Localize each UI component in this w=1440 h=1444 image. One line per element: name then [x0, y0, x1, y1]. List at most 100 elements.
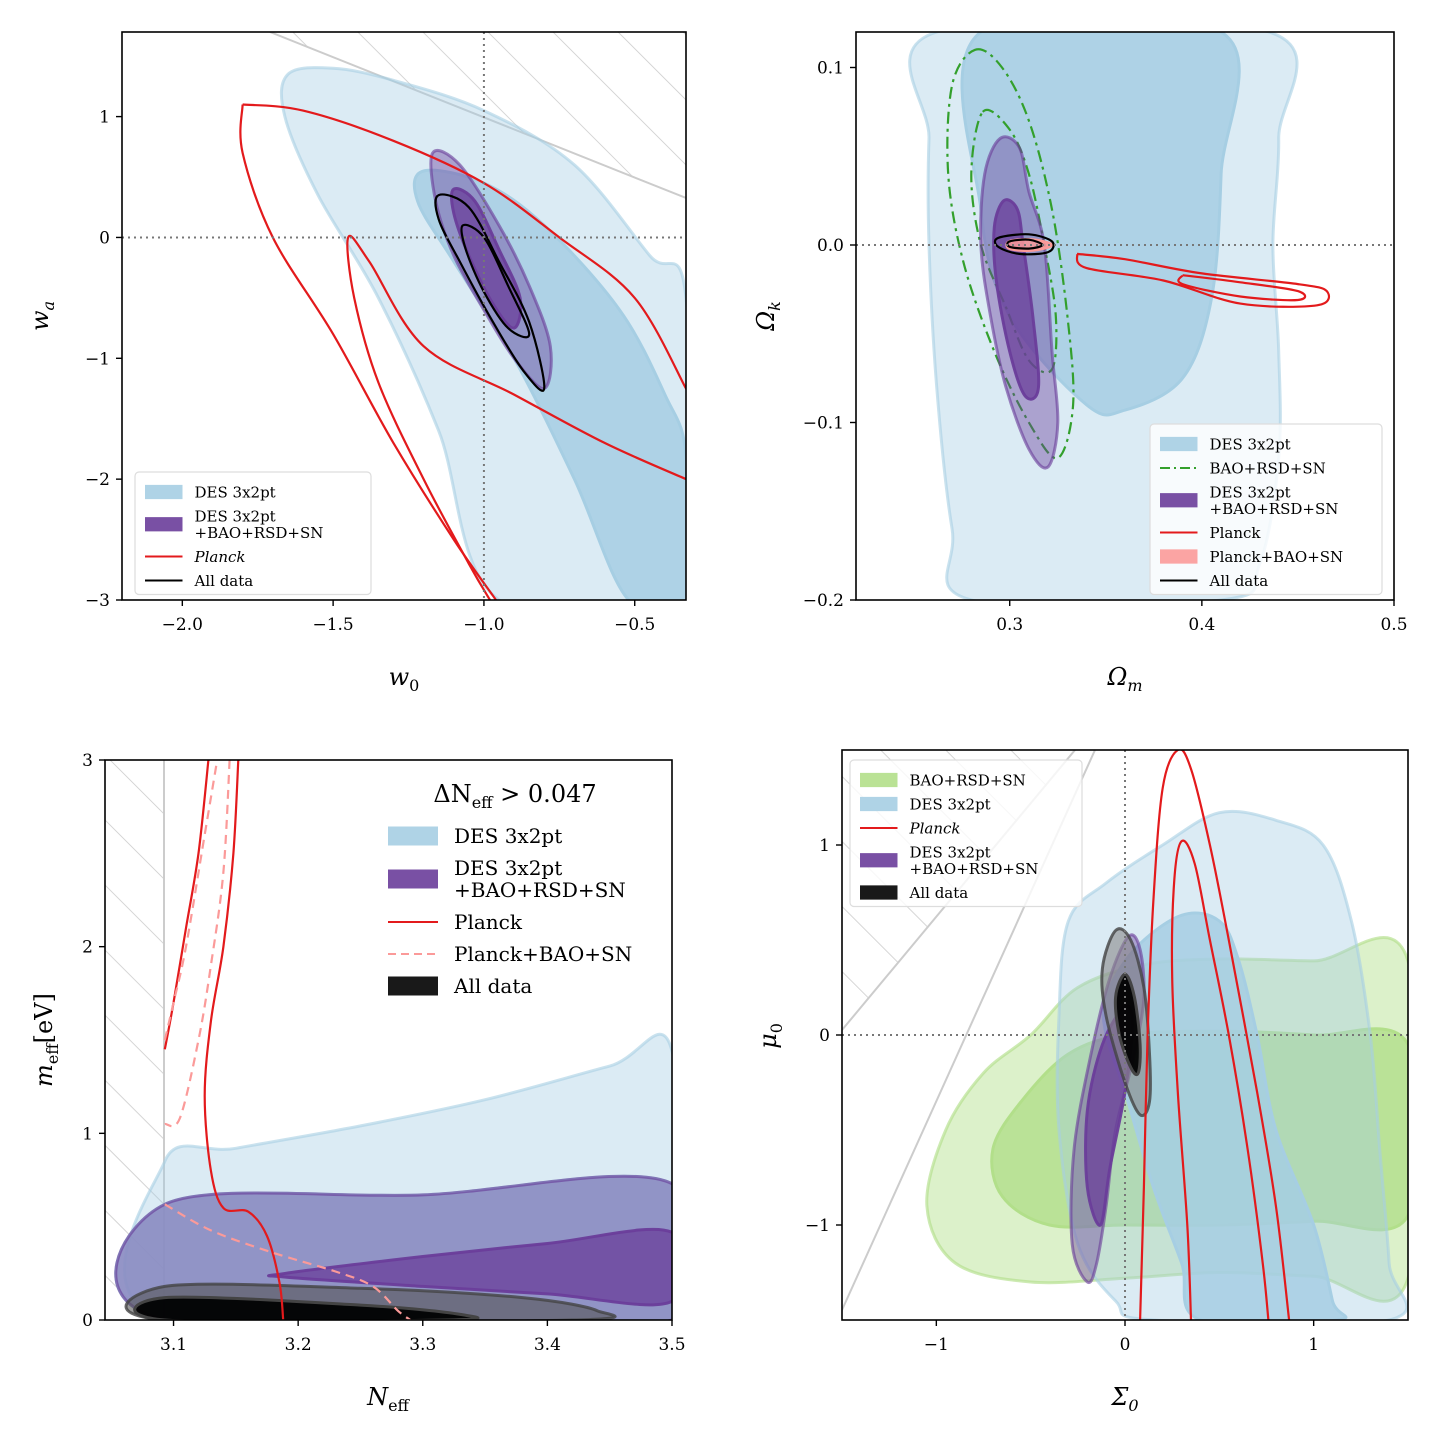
legend-label: Planck [909, 819, 961, 837]
contour-planck-95- [163, 760, 210, 1050]
legend-swatch [860, 796, 898, 812]
x-tick-label: −0.5 [614, 615, 655, 635]
legend-swatch [860, 853, 898, 868]
contour-planck-95- [242, 103, 686, 391]
legend-label: DES 3x2pt [195, 483, 276, 501]
legend-label: DES 3x2pt [195, 507, 276, 525]
y-tick-label: 0 [99, 228, 110, 248]
legend-label: DES 3x2pt [454, 824, 562, 848]
contour-planck-bao-sn-95-b [164, 760, 231, 1128]
legend-swatch [388, 869, 438, 889]
legend-swatch [1160, 493, 1198, 508]
legend-label: DES 3x2pt [454, 856, 562, 880]
x-tick-label: −1.0 [463, 615, 504, 635]
legend-swatch [388, 826, 438, 846]
legend-swatch [1160, 549, 1198, 564]
x-tick-label: 3.4 [534, 1335, 561, 1355]
x-tick-label: 3.3 [409, 1335, 436, 1355]
contour-des-3x2pt-bao-rsd-sn-68- [267, 1227, 672, 1307]
x-tick-label: 3.2 [285, 1335, 312, 1355]
panel-neff-meff: 3.1 3.2 3.3 3.4 3.5 0 1 2 3 Neff meff[eV] ΔNeff … [30, 751, 686, 1415]
y-tick-label: 0.1 [817, 59, 844, 79]
x-axis-label: Neff [366, 1383, 410, 1415]
contour-all-data-95- [434, 193, 546, 392]
legend-frame [1149, 423, 1383, 596]
contour-planck-95- [1075, 252, 1331, 308]
x-tick-label: −2.0 [162, 615, 203, 635]
legend-swatch [1160, 436, 1198, 452]
x-axis-label: Ωm [1106, 663, 1142, 695]
y-tick-label: 0.0 [817, 236, 844, 256]
y-tick-label: −3 [85, 591, 110, 611]
x-tick-label: 3.5 [658, 1335, 685, 1355]
legend-frame [134, 471, 372, 596]
y-tick-label: −2 [85, 470, 110, 490]
x-tick-label: 1 [1308, 1335, 1319, 1355]
x-tick-label: −1 [924, 1335, 949, 1355]
y-axis-label: wa [26, 301, 58, 331]
x-tick-label: 0.4 [1188, 615, 1215, 635]
panel-sigma0-mu0: −1 0 1 −1 0 1 Σ0 μ0 BAO+RSD+SN DES 3x2pt Planck… [754, 749, 1409, 1415]
legend-label: +BAO+RSD+SN [1210, 500, 1339, 518]
legend-swatch [860, 772, 898, 788]
y-tick-label: 1 [99, 108, 110, 128]
contour-all-data-95- [993, 233, 1055, 256]
legend-label: All data [909, 884, 969, 902]
contour-planck-68- [1170, 839, 1270, 1320]
contour-all-data-68- [1006, 238, 1044, 250]
legend-label: DES 3x2pt [910, 795, 991, 813]
y-tick-label: 0 [819, 1026, 830, 1046]
legend-label: All data [194, 572, 254, 590]
y-tick-label: 3 [82, 751, 93, 771]
contour-planck-95-b [203, 760, 285, 1320]
contour-bao-rsd-sn-68- [970, 108, 1058, 374]
contour-des-3x2pt-bao-rsd-sn-68- [450, 187, 523, 330]
legend-label: BAO+RSD+SN [910, 771, 1026, 789]
legend-label: +BAO+RSD+SN [195, 524, 324, 542]
legend-label: All data [1209, 572, 1269, 590]
legend-title: ΔNeff > 0.047 [433, 780, 596, 812]
legend-label: All data [453, 974, 532, 998]
panel-w0-wa: −2.0 −1.5 −1.0 −0.5 −3 −2 −1 0 1 w0 wa DES 3x2pt… [26, 31, 687, 695]
y-tick-label: −1 [85, 349, 110, 369]
contour-planck-68- [1177, 274, 1307, 302]
legend-label: DES 3x2pt [1210, 435, 1291, 453]
contour-bao-rsd-sn-95- [946, 48, 1075, 460]
y-tick-label: −0.1 [803, 414, 844, 434]
contour-all-data-68- [1113, 972, 1142, 1077]
contour-all-data-68- [133, 1295, 480, 1320]
legend-label: BAO+RSD+SN [1210, 459, 1326, 477]
y-axis-label: μ0 [754, 1023, 786, 1049]
contour-planck-95-b [239, 104, 497, 600]
y-tick-label: 0 [82, 1311, 93, 1331]
legend-label: Planck [194, 548, 246, 566]
x-tick-label: 3.1 [160, 1335, 187, 1355]
y-tick-label: −0.2 [803, 591, 844, 611]
legend-swatch [145, 517, 183, 532]
contour-all-data-68- [460, 223, 531, 339]
x-tick-label: 0 [1120, 1335, 1131, 1355]
y-axis-label: Ωk [752, 301, 784, 332]
legend-swatch [145, 484, 183, 500]
x-tick-label: 0.5 [1380, 615, 1407, 635]
x-axis-label: w0 [389, 663, 420, 695]
legend-label: DES 3x2pt [1210, 483, 1291, 501]
y-tick-label: 1 [819, 836, 830, 856]
legend-label: Planck [454, 910, 523, 934]
contour-planck-68- [346, 234, 686, 600]
legend-label: +BAO+RSD+SN [910, 860, 1039, 878]
x-axis-label: Σ0 [1110, 1383, 1138, 1415]
legend-label: Planck+BAO+SN [454, 942, 632, 966]
legend-label: +BAO+RSD+SN [454, 878, 626, 902]
legend-swatch [388, 976, 438, 996]
legend-frame [849, 759, 1083, 908]
x-tick-label: −1.5 [312, 615, 353, 635]
y-tick-label: 2 [82, 938, 93, 958]
legend-swatch [860, 885, 898, 900]
x-tick-label: 0.3 [996, 615, 1023, 635]
y-tick-label: 1 [82, 1124, 93, 1144]
y-axis-label: meff[eV] [30, 993, 62, 1087]
legend-label: Planck [1210, 524, 1262, 542]
legend-label: DES 3x2pt [910, 843, 991, 861]
